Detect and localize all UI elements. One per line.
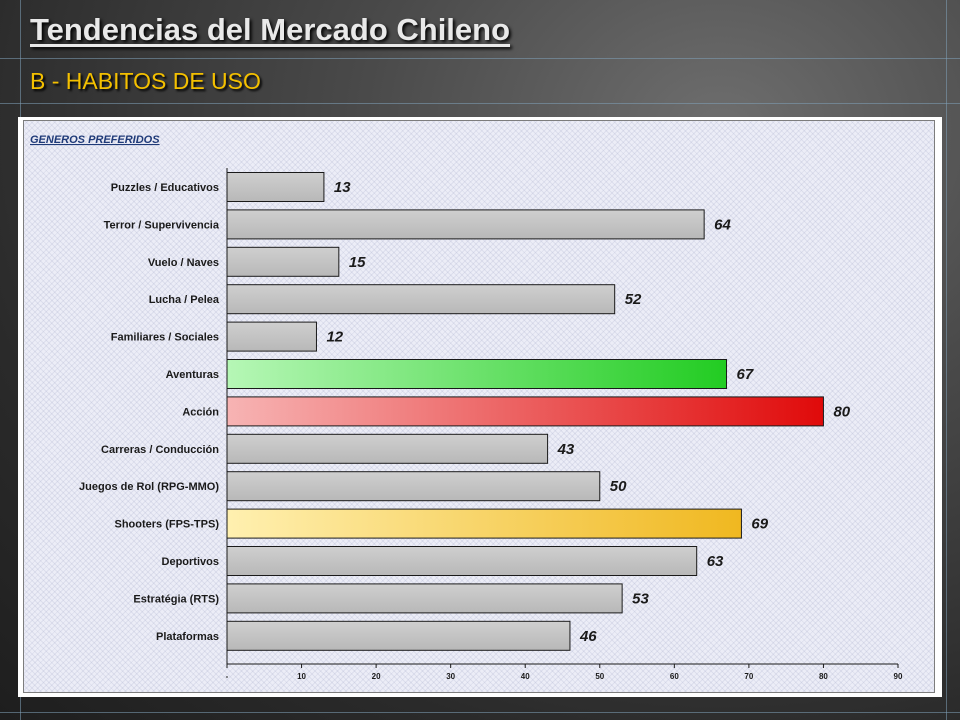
bar [226, 246, 340, 277]
data-label: 80 [833, 403, 850, 420]
chart-title: GENEROS PREFERIDOS [30, 134, 160, 146]
x-tick-label: 80 [819, 672, 828, 681]
category-label: Familiares / Sociales [111, 332, 219, 344]
data-label: 12 [326, 329, 343, 346]
frame-line-header [0, 103, 960, 104]
category-label: Acción [182, 406, 219, 418]
chart-panel: GENEROS PREFERIDOS - 10 20 30 40 50 60 70 80 90 P… [18, 117, 942, 697]
category-label: Juegos de Rol (RPG-MMO) [79, 481, 219, 493]
x-tick-label: 90 [894, 672, 903, 681]
bar [226, 321, 317, 352]
data-label: 50 [610, 478, 627, 495]
frame-line-bottom [0, 712, 960, 713]
chart-plot-area: GENEROS PREFERIDOS - 10 20 30 40 50 60 70 80 90 P… [23, 120, 935, 693]
data-label: 63 [707, 553, 724, 570]
data-label: 53 [632, 590, 649, 607]
x-tick-label: 50 [595, 672, 604, 681]
category-label: Puzzles / Educativos [111, 182, 219, 194]
bar [226, 284, 616, 315]
bar [226, 209, 705, 240]
category-label: Deportivos [162, 556, 219, 568]
bar [226, 508, 742, 539]
bar [226, 620, 571, 651]
data-label: 69 [751, 516, 768, 533]
frame-line-top [0, 58, 960, 59]
category-label: Aventuras [166, 369, 219, 381]
category-label: Terror / Supervivencia [104, 219, 220, 231]
bar-chart: GENEROS PREFERIDOS - 10 20 30 40 50 60 70 80 90 P… [30, 134, 903, 681]
slide-subtitle: B - HABITOS DE USO [30, 68, 261, 94]
data-label: 67 [737, 366, 754, 383]
frame-line-right [946, 0, 947, 720]
data-label: 64 [714, 216, 731, 233]
category-label: Carreras / Conducción [101, 444, 219, 456]
bar [226, 396, 824, 427]
x-tick-label: - [226, 672, 229, 681]
bar [226, 546, 698, 576]
bar [226, 433, 549, 464]
bar [226, 172, 325, 202]
category-label: Shooters (FPS-TPS) [114, 519, 219, 531]
x-tick-label: 70 [744, 672, 753, 681]
data-label: 46 [579, 628, 597, 645]
x-tick-label: 40 [521, 672, 530, 681]
category-label: Plataformas [156, 631, 219, 643]
x-tick-label: 20 [372, 672, 381, 681]
slide-title: Tendencias del Mercado Chileno [30, 12, 511, 47]
x-tick-label: 60 [670, 672, 679, 681]
x-tick-label: 30 [446, 672, 455, 681]
bar [226, 471, 601, 502]
bar [226, 583, 623, 614]
category-label: Lucha / Pelea [149, 294, 220, 306]
data-label: 15 [349, 254, 366, 271]
x-tick-label: 10 [297, 672, 306, 681]
bar [226, 359, 728, 389]
category-label: Estratégia (RTS) [133, 593, 219, 605]
data-label: 43 [557, 441, 575, 458]
category-label: Vuelo / Naves [148, 257, 219, 269]
data-label: 13 [334, 179, 351, 196]
data-label: 52 [625, 291, 642, 308]
